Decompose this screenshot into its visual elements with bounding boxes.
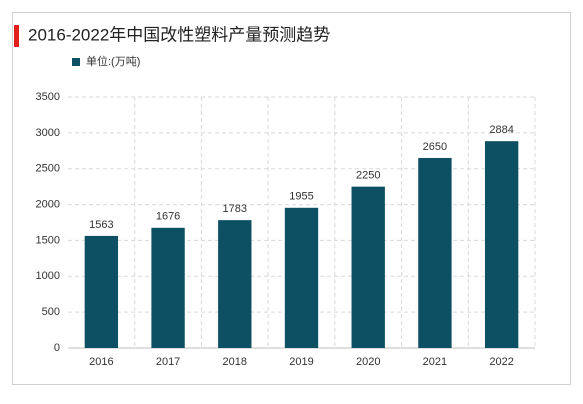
x-tick-label: 2016 [89, 356, 113, 368]
data-label: 1783 [223, 203, 247, 215]
x-tick-label: 2021 [423, 356, 447, 368]
data-label: 1676 [156, 211, 180, 223]
bar [351, 186, 385, 348]
title-accent [14, 25, 19, 47]
x-tick-label: 2022 [489, 356, 513, 368]
x-tick-label: 2017 [156, 356, 180, 368]
x-tick-label: 2018 [223, 356, 247, 368]
y-tick-label: 1000 [36, 270, 60, 282]
frame [12, 12, 571, 385]
bar [218, 220, 252, 348]
data-label: 1955 [289, 191, 313, 203]
bar [84, 235, 119, 348]
y-tick-label: 3000 [36, 127, 60, 139]
bar [484, 141, 519, 348]
legend-label: 单位:(万吨) [86, 54, 140, 68]
y-tick-label: 0 [54, 342, 60, 354]
data-label: 2650 [423, 141, 447, 153]
y-tick-label: 2000 [36, 198, 60, 210]
y-tick-label: 500 [42, 306, 60, 318]
data-label: 1563 [89, 219, 113, 231]
y-tick-label: 2500 [36, 163, 60, 175]
bar [418, 157, 452, 348]
data-label: 2884 [489, 124, 513, 136]
bar [284, 207, 319, 348]
x-tick-label: 2019 [289, 356, 313, 368]
chart-title: 2016-2022年中国改性塑料产量预测趋势 [28, 25, 330, 44]
y-tick-label: 3500 [36, 91, 60, 103]
bar [151, 227, 185, 348]
legend-swatch [72, 58, 80, 66]
x-tick-label: 2020 [356, 356, 380, 368]
data-label: 2250 [356, 170, 380, 182]
y-tick-label: 1500 [36, 234, 60, 246]
